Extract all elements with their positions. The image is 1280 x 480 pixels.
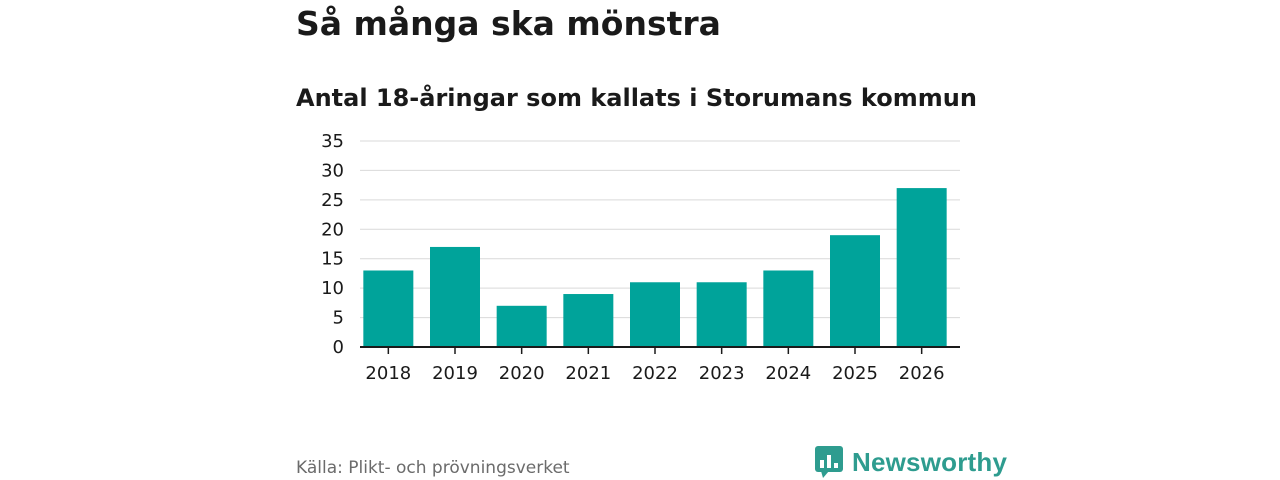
x-tick-label: 2026 (899, 363, 945, 384)
x-tick-label: 2024 (765, 363, 811, 384)
chart-title: Så många ska mönstra (296, 4, 721, 43)
bar-2023 (696, 282, 747, 347)
x-tick-label: 2022 (632, 363, 678, 384)
y-tick-label: 10 (321, 278, 344, 299)
y-tick-label: 35 (321, 131, 344, 152)
bar-2018 (363, 270, 414, 347)
y-tick-label: 30 (321, 160, 344, 181)
brand-name: Newsworthy (852, 446, 1008, 477)
bar-2021 (563, 294, 614, 347)
bar-2022 (630, 282, 680, 347)
x-tick-label: 2019 (432, 363, 478, 384)
bar-chart-speech-bubble-icon (815, 446, 843, 478)
x-tick-label: 2025 (832, 363, 878, 384)
source-note: Källa: Plikt- och prövningsverket (296, 458, 570, 478)
y-tick-label: 25 (321, 190, 344, 211)
x-tick-label: 2021 (565, 363, 611, 384)
bar-2019 (430, 246, 480, 347)
y-tick-label: 5 (333, 308, 344, 329)
bar-2024 (763, 270, 814, 347)
x-tick-label: 2023 (699, 363, 745, 384)
y-tick-label: 20 (321, 219, 344, 240)
bar-2026 (896, 188, 947, 347)
y-tick-label: 0 (333, 337, 344, 358)
x-tick-label: 2020 (499, 363, 545, 384)
brand-logo: Newsworthy (815, 446, 1007, 478)
bar-2020 (496, 305, 547, 347)
chart-subtitle: Antal 18-åringar som kallats i Storumans… (296, 84, 977, 112)
y-tick-label: 15 (321, 249, 344, 270)
x-tick-label: 2018 (365, 363, 411, 384)
bar-2025 (830, 235, 880, 347)
bars (363, 188, 947, 347)
